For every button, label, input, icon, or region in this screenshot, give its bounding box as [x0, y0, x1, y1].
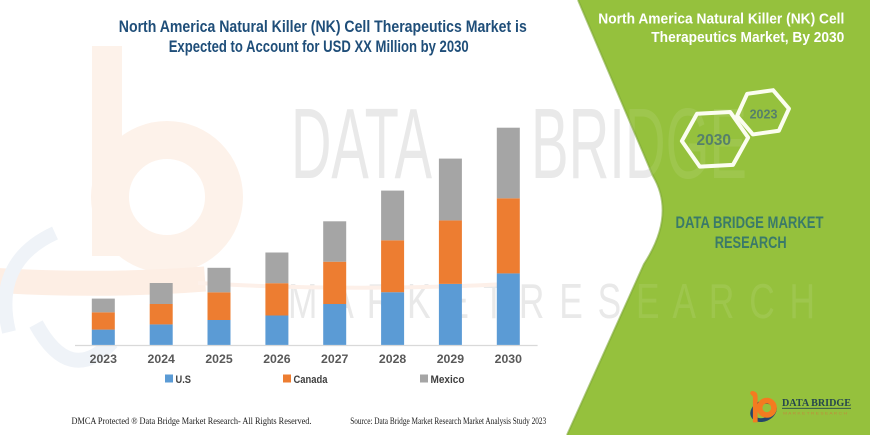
svg-text:2030: 2030 — [697, 132, 731, 149]
svg-text:2028: 2028 — [379, 352, 407, 366]
svg-text:Expected to Account for USD XX: Expected to Account for USD XX Million b… — [169, 37, 469, 56]
svg-text:DATA: DATA — [291, 88, 432, 200]
svg-text:North America Natural Killer (: North America Natural Killer (NK) Cell T… — [119, 17, 527, 36]
svg-text:North America Natural Killer (: North America Natural Killer (NK) Cell — [598, 10, 844, 27]
svg-text:DATA BRIDGE: DATA BRIDGE — [782, 398, 851, 409]
svg-text:Source: Data Bridge Market Res: Source: Data Bridge Market Research Mark… — [350, 416, 546, 426]
svg-text:2026: 2026 — [263, 352, 291, 366]
svg-text:DMCA Protected ® Data Bridge M: DMCA Protected ® Data Bridge Market Rese… — [72, 416, 312, 426]
svg-text:2025: 2025 — [205, 352, 233, 366]
svg-text:Therapeutics Market, By 2030: Therapeutics Market, By 2030 — [651, 29, 844, 46]
svg-text:2027: 2027 — [321, 352, 349, 366]
svg-text:Canada: Canada — [294, 374, 329, 386]
svg-text:DATA BRIDGE MARKET: DATA BRIDGE MARKET — [676, 213, 824, 232]
svg-text:2023: 2023 — [90, 352, 118, 366]
svg-text:2029: 2029 — [437, 352, 465, 366]
svg-text:2024: 2024 — [148, 352, 176, 366]
svg-text:Mexico: Mexico — [431, 374, 465, 386]
svg-text:U.S: U.S — [176, 374, 192, 386]
svg-text:2030: 2030 — [495, 352, 523, 366]
svg-text:2023: 2023 — [750, 107, 778, 121]
svg-text:M A R K E T R E S E A R C H: M A R K E T R E S E A R C H — [783, 410, 847, 415]
svg-text:RESEARCH: RESEARCH — [715, 233, 787, 252]
